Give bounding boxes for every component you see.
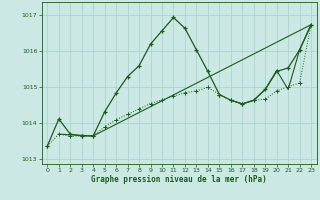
X-axis label: Graphe pression niveau de la mer (hPa): Graphe pression niveau de la mer (hPa) <box>91 175 267 184</box>
